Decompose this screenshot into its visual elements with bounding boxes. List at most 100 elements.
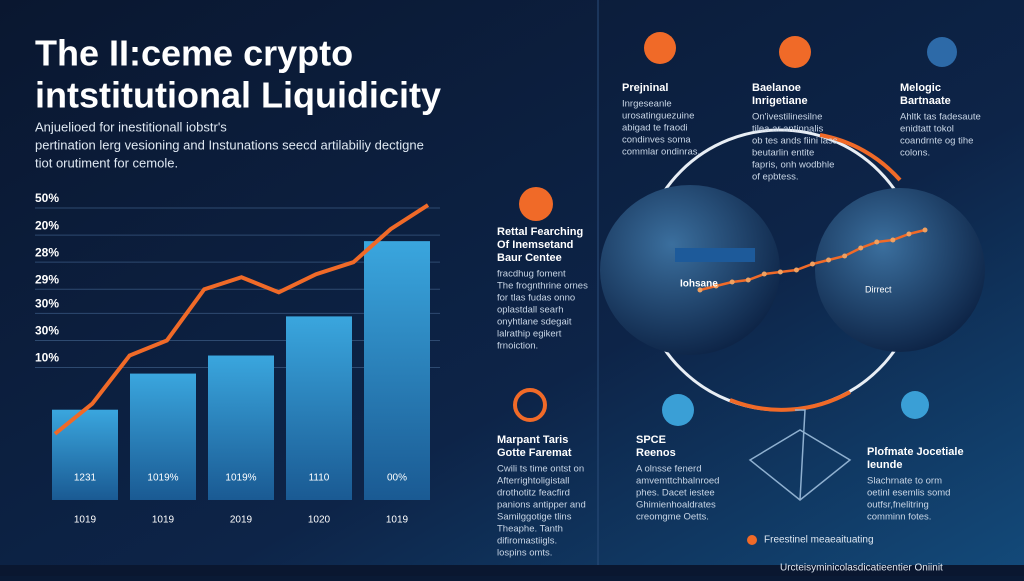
- panel-text: Theaphe. Tanth: [497, 524, 563, 535]
- mini-label: Iohsane: [680, 279, 718, 290]
- subtitle: pertination lerg vesioning and Instunati…: [35, 137, 424, 152]
- panel-text: abigad te fraodi: [622, 123, 688, 134]
- label-box: [675, 248, 755, 262]
- panel-text: creomgme Oetts.: [636, 512, 709, 523]
- panel-text: amvemttchbalnroed: [636, 476, 719, 487]
- panel-text: difiromastiigls.: [497, 536, 557, 547]
- panel-title: Of Inemsetand: [497, 239, 573, 251]
- bar: [130, 373, 196, 500]
- panel-text: urosatinguezuine: [622, 111, 694, 122]
- icon: [519, 187, 553, 221]
- bar: [208, 355, 274, 500]
- x-tick-label: 2019: [230, 515, 253, 526]
- x-tick-label: 1019: [386, 515, 409, 526]
- mini-point: [858, 245, 864, 251]
- diagram-sketch: [748, 409, 852, 501]
- sphere: [600, 185, 780, 355]
- mini-point: [697, 287, 703, 293]
- ring-accent: [819, 133, 902, 182]
- x-tick-label: 1019: [152, 515, 175, 526]
- bar-text: 1231: [74, 473, 97, 484]
- panel-text: Ahltk tas fadesaute: [900, 112, 981, 123]
- x-tick-label: 1019: [74, 515, 97, 526]
- panel-text: Inrgeseanle: [622, 99, 672, 110]
- icon: [901, 391, 929, 419]
- panel-title: Reenos: [636, 447, 676, 459]
- bar-text: 00%: [387, 473, 407, 484]
- icon: [927, 37, 957, 67]
- mini-point: [890, 237, 896, 243]
- subtitle: Anjuelioed for inestitionall iobstr's: [35, 119, 227, 134]
- bar-text: 1110: [309, 473, 330, 484]
- title: The II:ceme crypto: [35, 33, 353, 74]
- ring-accent: [729, 390, 851, 412]
- mini-point: [826, 257, 832, 263]
- y-tick-label: 28%: [35, 245, 59, 259]
- panel-text: Ghimienhoaldrates: [636, 500, 716, 511]
- panel-text: beutarlin entite: [752, 148, 814, 159]
- panel-text: for tlas fudas onno: [497, 293, 575, 304]
- panel-text: Cwili ts time ontst on: [497, 464, 584, 475]
- panel-title: Plofmate Jocetiale: [867, 446, 964, 458]
- panel-text: The frognthrine ornes: [497, 281, 588, 292]
- panel-text: condinves soma: [622, 135, 691, 146]
- panel-text: fracdhug foment: [497, 269, 566, 280]
- panel-title: Prejninal: [622, 82, 668, 94]
- icon: [644, 32, 676, 64]
- mini-point: [922, 227, 928, 233]
- x-tick-label: 1020: [308, 515, 331, 526]
- panel-text: tilea ar antinnalis: [752, 124, 824, 135]
- panel-text: A olnsse fenerd: [636, 464, 702, 475]
- y-tick-label: 10%: [35, 351, 59, 365]
- bar-text: 1019%: [147, 473, 178, 484]
- bar-text: 1019%: [225, 473, 256, 484]
- mini-point: [761, 271, 767, 277]
- panel-text: outfsr,fnelitring: [867, 500, 929, 511]
- panel-text: of epbtess.: [752, 172, 798, 183]
- bar: [364, 241, 430, 500]
- panel-title: Melogic: [900, 82, 941, 94]
- mini-point: [874, 239, 880, 245]
- panel-text: fapris, onh wodbhle: [752, 160, 834, 171]
- icon: [513, 388, 547, 422]
- panel-title: Gotte Faremat: [497, 447, 572, 459]
- mini-point: [777, 269, 783, 275]
- panel-title: Baur Centee: [497, 252, 562, 264]
- title: intstitutional Liquidicity: [35, 75, 441, 116]
- legend-dot: [747, 535, 757, 545]
- y-tick-label: 20%: [35, 218, 59, 232]
- mini-point: [729, 279, 735, 285]
- panel-title: Bartnaate: [900, 95, 951, 107]
- icon: [779, 36, 811, 68]
- panel-text: onyhtlane sdegait: [497, 317, 572, 328]
- panel-title: SPCE: [636, 434, 666, 446]
- mini-point: [906, 231, 912, 237]
- mini-point: [810, 261, 815, 267]
- panel-text: oetinl esemlis somd: [867, 488, 950, 499]
- panel-text: lalrathip egikert: [497, 329, 562, 340]
- mini-label: Dirrect: [865, 284, 892, 294]
- panel-text: Samilggotige tlins: [497, 512, 572, 523]
- panel-title: Marpant Taris: [497, 434, 568, 446]
- subtitle: tiot orutiment for cemole.: [35, 155, 178, 170]
- footer-bar: [0, 565, 1024, 576]
- icons: [513, 32, 957, 545]
- y-tick-label: 50%: [35, 191, 59, 205]
- panel-text: comminn fotes.: [867, 512, 931, 523]
- icon: [662, 394, 694, 426]
- bar: [52, 409, 118, 500]
- panel-text: colons.: [900, 148, 930, 159]
- panel-text: drothotitz feacfird: [497, 488, 570, 499]
- panel-text: Afterrightoligistall: [497, 476, 569, 487]
- panel-text: On'ivestilinesilne: [752, 112, 822, 123]
- panel-title: Inrigetiane: [752, 95, 808, 107]
- panel-text: ob tes ands fiini lass: [752, 136, 838, 147]
- y-tick-label: 30%: [35, 324, 59, 338]
- trend-line: [53, 203, 430, 436]
- y-tick-label: 30%: [35, 297, 59, 311]
- panel-title: Ieunde: [867, 459, 902, 471]
- panel-text: Slachrnate to orm: [867, 476, 942, 487]
- sphere: [815, 188, 985, 352]
- footer: Urcteisyminicolasdicatieentier Oniinit: [780, 563, 943, 574]
